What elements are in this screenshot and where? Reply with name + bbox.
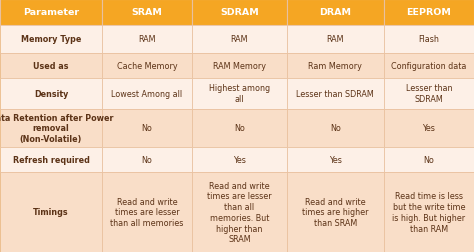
Text: RAM: RAM xyxy=(231,35,248,44)
Text: DRAM: DRAM xyxy=(319,8,351,17)
Text: SRAM: SRAM xyxy=(131,8,163,17)
Text: Configuration data: Configuration data xyxy=(391,61,467,71)
Text: Yes: Yes xyxy=(233,155,246,165)
Text: Lesser than SDRAM: Lesser than SDRAM xyxy=(296,89,374,98)
Text: RAM Memory: RAM Memory xyxy=(213,61,266,71)
Text: Yes: Yes xyxy=(329,155,342,165)
Text: RAM: RAM xyxy=(327,35,344,44)
Text: Read and write
times are higher
than SRAM: Read and write times are higher than SRA… xyxy=(302,197,369,227)
Bar xyxy=(192,26,287,54)
Bar xyxy=(287,109,384,148)
Bar xyxy=(192,109,287,148)
Text: Highest among
all: Highest among all xyxy=(209,84,270,104)
Bar xyxy=(0,26,102,54)
Text: Yes: Yes xyxy=(422,124,436,133)
Text: Memory Type: Memory Type xyxy=(21,35,81,44)
Text: Read and write
times are lesser
than all memories: Read and write times are lesser than all… xyxy=(110,197,183,227)
Bar xyxy=(384,148,474,172)
Text: Ram Memory: Ram Memory xyxy=(309,61,362,71)
Text: Density: Density xyxy=(34,89,68,98)
Bar xyxy=(102,172,192,252)
Bar xyxy=(0,148,102,172)
Text: No: No xyxy=(330,124,341,133)
Bar xyxy=(287,148,384,172)
Text: Refresh required: Refresh required xyxy=(12,155,90,165)
Bar xyxy=(384,78,474,109)
Bar xyxy=(192,78,287,109)
Bar xyxy=(0,109,102,148)
Bar xyxy=(192,54,287,78)
Text: Flash: Flash xyxy=(419,35,439,44)
Bar xyxy=(102,54,192,78)
Bar xyxy=(384,172,474,252)
Text: Timings: Timings xyxy=(33,208,69,216)
Bar xyxy=(102,109,192,148)
Bar xyxy=(287,78,384,109)
Bar xyxy=(192,0,287,26)
Text: No: No xyxy=(142,124,152,133)
Bar xyxy=(384,109,474,148)
Text: EEPROM: EEPROM xyxy=(407,8,451,17)
Text: Cache Memory: Cache Memory xyxy=(117,61,177,71)
Bar xyxy=(0,0,102,26)
Bar xyxy=(287,54,384,78)
Text: Used as: Used as xyxy=(33,61,69,71)
Bar xyxy=(192,148,287,172)
Bar xyxy=(102,26,192,54)
Bar xyxy=(0,54,102,78)
Text: Lesser than
SDRAM: Lesser than SDRAM xyxy=(406,84,452,104)
Bar xyxy=(102,148,192,172)
Bar xyxy=(0,172,102,252)
Text: Read time is less
but the write time
is high. But higher
than RAM: Read time is less but the write time is … xyxy=(392,192,465,233)
Bar xyxy=(192,172,287,252)
Bar xyxy=(102,78,192,109)
Text: No: No xyxy=(424,155,434,165)
Bar xyxy=(287,26,384,54)
Bar xyxy=(0,78,102,109)
Text: SDRAM: SDRAM xyxy=(220,8,259,17)
Text: RAM: RAM xyxy=(138,35,155,44)
Text: No: No xyxy=(142,155,152,165)
Text: Data Retention after Power
removal
(Non-Volatile): Data Retention after Power removal (Non-… xyxy=(0,113,113,144)
Bar xyxy=(384,26,474,54)
Bar xyxy=(384,54,474,78)
Bar xyxy=(287,0,384,26)
Bar xyxy=(287,172,384,252)
Text: Lowest Among all: Lowest Among all xyxy=(111,89,182,98)
Text: Parameter: Parameter xyxy=(23,8,79,17)
Text: No: No xyxy=(234,124,245,133)
Bar xyxy=(384,0,474,26)
Text: Read and write
times are lesser
than all
memories. But
higher than
SRAM: Read and write times are lesser than all… xyxy=(207,181,272,243)
Bar xyxy=(102,0,192,26)
